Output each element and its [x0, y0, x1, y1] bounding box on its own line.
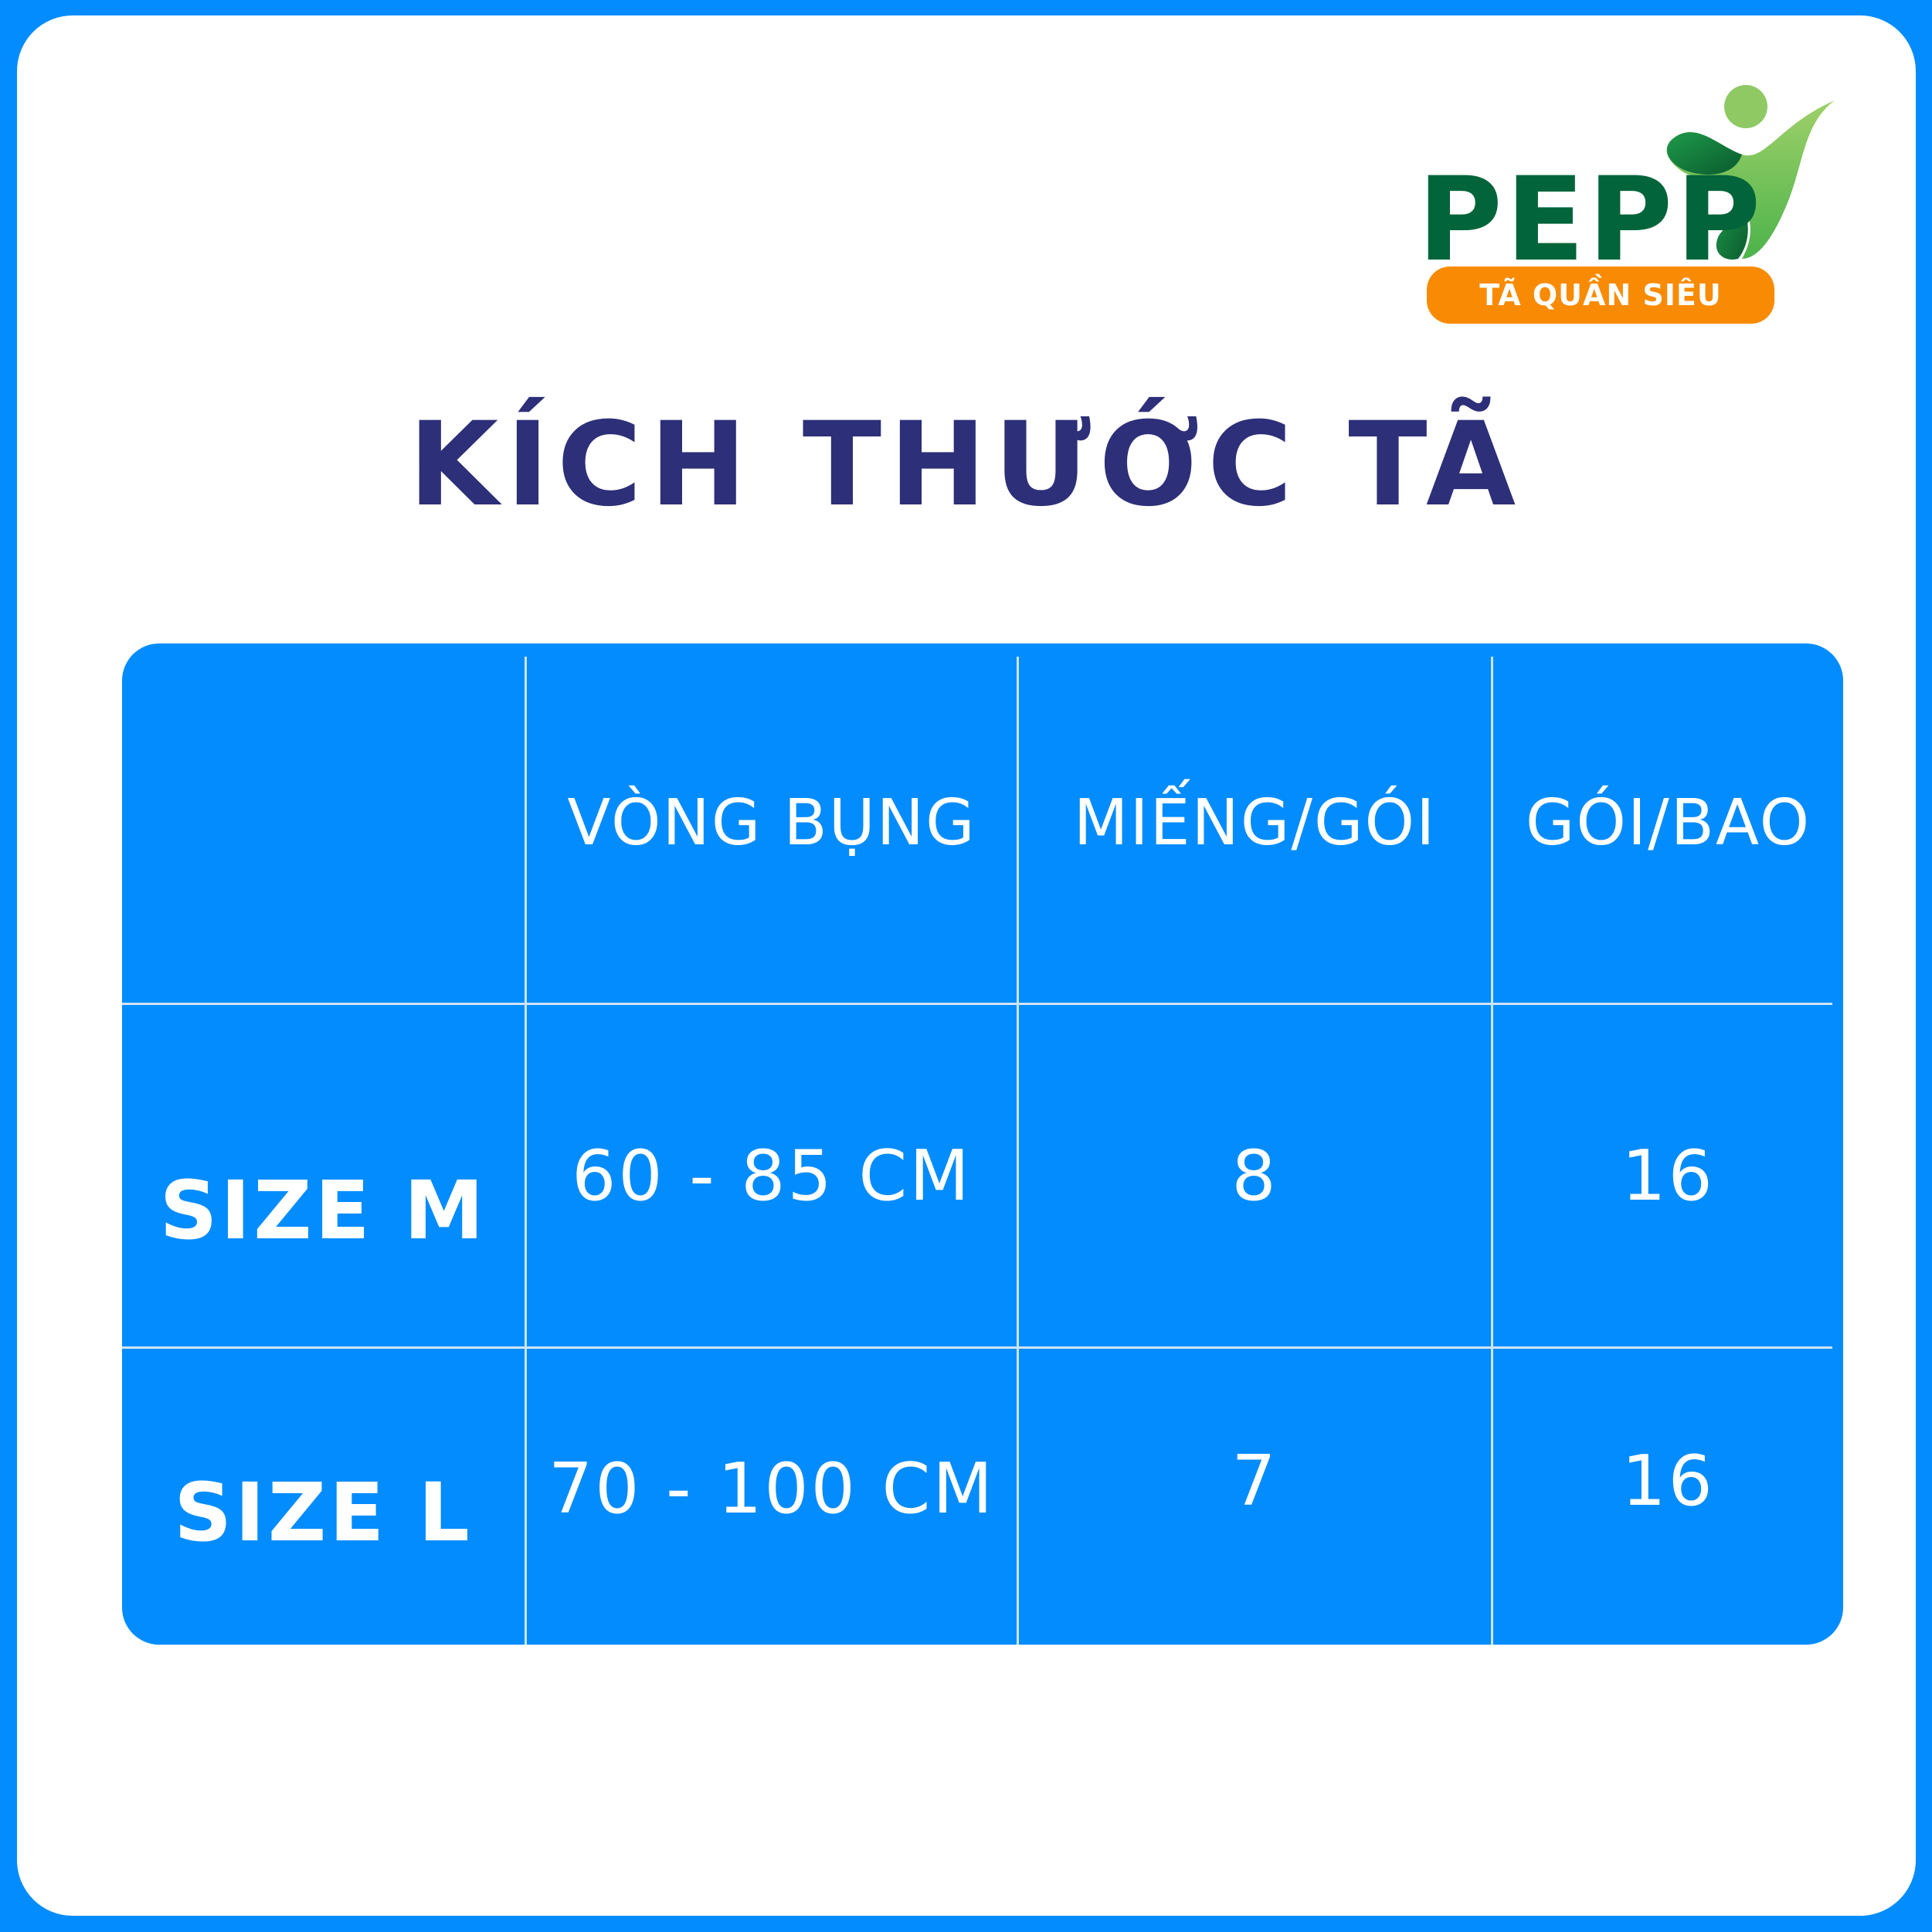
row-label-size-l: SIZE L — [174, 1465, 473, 1560]
waist-size-l: 70 - 100 CM — [548, 1448, 996, 1530]
column-divider — [525, 657, 527, 1645]
page-title: KÍCH THƯỚC TÃ — [408, 398, 1524, 532]
size-table: VÒNG BỤNG MIẾNG/GÓI GÓI/BAO SIZE M 60 - … — [122, 643, 1843, 1645]
packs-size-m: 16 — [1621, 1135, 1715, 1217]
brand-logo: PEPP TÃ QUẦN SIÊU MỎNG — [1418, 77, 1850, 369]
packs-size-l: 16 — [1621, 1441, 1715, 1522]
logo-brand-text: PEPP — [1418, 153, 1764, 287]
header-pieces-per-pack: MIẾNG/GÓI — [1073, 786, 1437, 860]
waist-size-m: 60 - 85 CM — [572, 1135, 972, 1217]
logo-tagline: TÃ QUẦN SIÊU MỎNG — [1427, 267, 1774, 369]
row-divider — [122, 1346, 1832, 1349]
header-waist: VÒNG BỤNG — [567, 786, 976, 860]
pieces-size-m: 8 — [1231, 1135, 1278, 1217]
logo-figure-icon — [1666, 85, 1835, 260]
row-label-size-m: SIZE M — [159, 1163, 487, 1258]
header-packs-per-bag: GÓI/BAO — [1525, 786, 1811, 860]
column-divider — [1017, 657, 1019, 1645]
row-divider — [122, 1003, 1832, 1005]
column-divider — [1491, 657, 1493, 1645]
pieces-size-l: 7 — [1231, 1441, 1278, 1522]
